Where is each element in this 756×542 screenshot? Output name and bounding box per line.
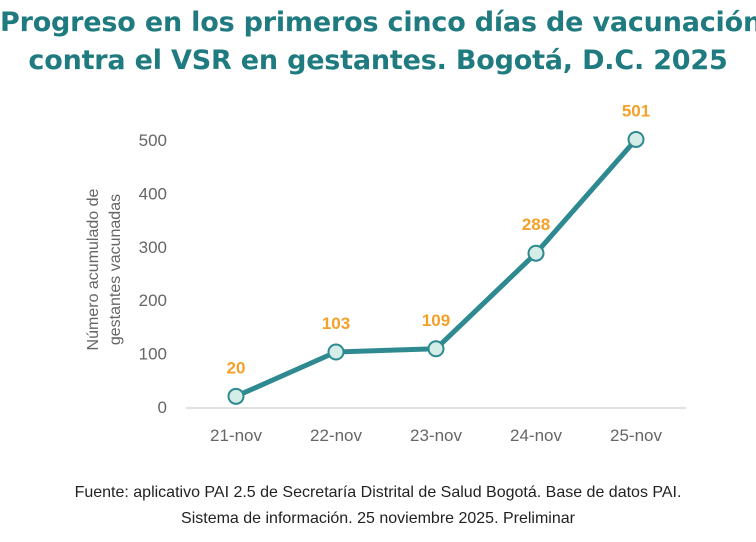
y-tick-label: 100 (139, 345, 167, 364)
data-label: 103 (322, 314, 350, 333)
source-note-line-1: Fuente: aplicativo PAI 2.5 de Secretaría… (74, 484, 682, 501)
data-label: 501 (622, 101, 650, 120)
data-label: 288 (522, 215, 550, 234)
source-note-line-2: Sistema de información. 25 noviembre 202… (181, 510, 575, 527)
y-tick-label: 0 (158, 398, 167, 417)
data-points (227, 130, 645, 405)
data-labels: 20 103 109 288 501 (227, 101, 651, 377)
y-axis-title-line: Número acumulado de (85, 188, 102, 350)
data-point (427, 340, 445, 358)
line-chart: Número acumulado de gestantes vacunadas 0… (85, 101, 686, 445)
source-note: Fuente: aplicativo PAI 2.5 de Secretaría… (0, 480, 756, 532)
x-tick-label: 25-nov (610, 426, 662, 445)
y-tick-label: 300 (139, 238, 167, 257)
chart-title-line-2: contra el VSR en gestantes. Bogotá, D.C.… (28, 45, 728, 76)
chart-title: Progreso en los primeros cinco días de v… (0, 4, 756, 80)
data-point (327, 343, 345, 361)
data-label: 109 (422, 311, 450, 330)
x-tick-label: 23-nov (410, 426, 462, 445)
x-tick-label: 21-nov (210, 426, 262, 445)
y-tick-label: 200 (139, 291, 167, 310)
data-label: 20 (227, 358, 246, 377)
data-point (527, 244, 545, 262)
y-tick-label: 400 (139, 184, 167, 203)
chart-title-line-1: Progreso en los primeros cinco días de v… (0, 7, 756, 38)
x-tick-label: 24-nov (510, 426, 562, 445)
data-point (627, 130, 645, 148)
y-tick-labels: 0 100 200 300 400 500 (139, 131, 167, 417)
y-axis-title-line: gestantes vacunadas (107, 194, 124, 345)
series-line (233, 136, 639, 399)
x-tick-label: 22-nov (310, 426, 362, 445)
data-point (227, 387, 245, 405)
y-tick-label: 500 (139, 131, 167, 150)
y-axis-title: Número acumulado de gestantes vacunadas (85, 188, 124, 350)
x-tick-labels: 21-nov 22-nov 23-nov 24-nov 25-nov (210, 426, 662, 445)
